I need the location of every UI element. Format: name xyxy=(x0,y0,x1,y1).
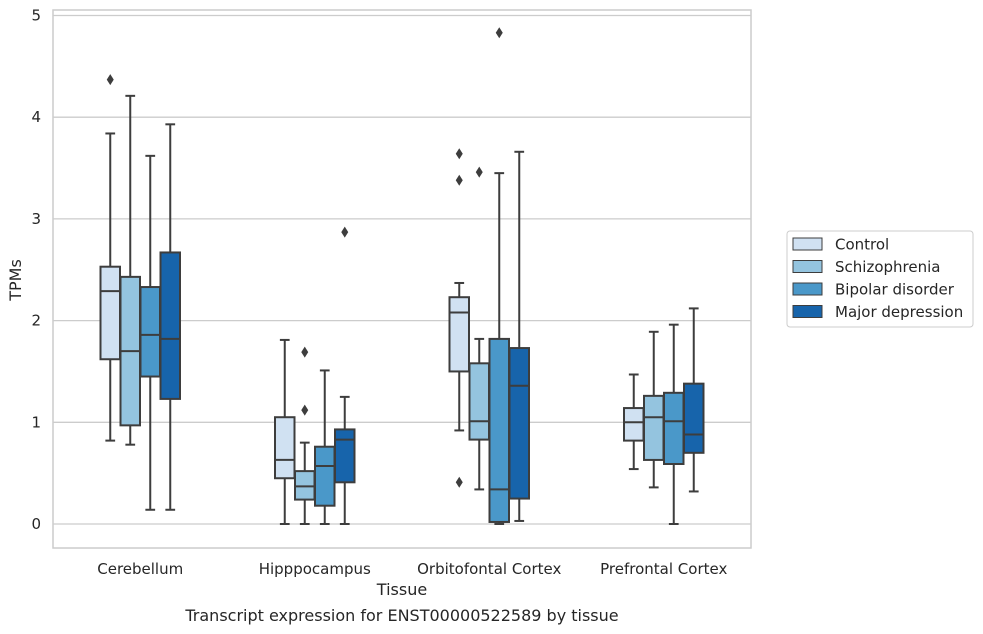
box-rect xyxy=(488,337,510,523)
box-rect xyxy=(159,251,181,400)
legend-label: Control xyxy=(835,236,889,254)
box-0-1 xyxy=(119,94,141,446)
box-1-2 xyxy=(314,369,336,525)
box-rect xyxy=(314,445,336,507)
legend-swatch xyxy=(792,237,823,251)
box-2-0 xyxy=(448,148,470,488)
box-0-0 xyxy=(99,74,121,442)
legend-swatch xyxy=(792,260,823,273)
box-rect xyxy=(99,265,121,361)
box-rect xyxy=(448,296,470,373)
outlier-point xyxy=(455,148,463,160)
x-tick-label: Prefrontal Cortex xyxy=(600,560,727,578)
box-2-3 xyxy=(508,150,530,522)
legend-label: Major depression xyxy=(835,303,963,321)
y-tick-label: 0 xyxy=(31,515,41,533)
legend-swatch xyxy=(792,305,823,318)
box-0-3 xyxy=(159,123,181,511)
outlier-point xyxy=(301,404,309,416)
y-tick-label: 3 xyxy=(31,210,41,228)
box-rect xyxy=(139,286,161,378)
box-3-2 xyxy=(663,323,685,525)
box-3-3 xyxy=(683,307,705,493)
y-axis-label: TPMs xyxy=(6,259,25,302)
outlier-point xyxy=(301,346,309,358)
y-tick-label: 5 xyxy=(31,7,41,25)
x-tick-labels: Cerebellum Hipppocampus Orbitofontal Corte… xyxy=(97,560,727,578)
x-tick-label: Cerebellum xyxy=(97,560,183,578)
box-rect xyxy=(623,407,645,442)
outlier-point xyxy=(475,166,483,178)
box-2-2 xyxy=(488,27,510,525)
x-axis-label: Tissue xyxy=(376,580,427,599)
box-rect xyxy=(683,382,705,454)
y-tick-labels: 0 1 2 3 4 5 xyxy=(31,7,41,534)
box-2-1 xyxy=(468,166,490,491)
legend-label: Bipolar disorder xyxy=(835,281,955,299)
box-rect xyxy=(274,416,296,480)
box-1-0 xyxy=(274,338,296,525)
box-rect xyxy=(508,347,530,500)
box-3-0 xyxy=(623,373,645,471)
y-tick-label: 2 xyxy=(31,312,41,330)
x-tick-label: Orbitofontal Cortex xyxy=(417,560,561,578)
legend-swatch xyxy=(792,282,823,296)
outlier-point xyxy=(455,476,463,488)
box-rect xyxy=(334,428,356,484)
y-tick-label: 4 xyxy=(31,108,41,126)
box-rect xyxy=(294,470,316,501)
x-tick-label: Hipppocampus xyxy=(259,560,371,578)
box-0-2 xyxy=(139,154,161,511)
outlier-point xyxy=(106,74,114,86)
y-tick-label: 1 xyxy=(31,413,41,431)
outlier-point xyxy=(455,174,463,186)
box-rect xyxy=(643,394,665,461)
legend-label: Schizophrenia xyxy=(835,258,940,276)
boxes xyxy=(99,27,705,525)
legend-frame xyxy=(786,230,974,328)
box-rect xyxy=(468,362,490,441)
legend: Control Schizophrenia Bipolar disorder Majo… xyxy=(786,230,974,328)
box-rect xyxy=(663,391,685,465)
outlier-point xyxy=(495,27,503,39)
box-3-1 xyxy=(643,330,665,489)
box-1-3 xyxy=(334,226,356,525)
plot-frame xyxy=(52,9,752,549)
outlier-point xyxy=(341,226,349,238)
chart-caption: Transcript expression for ENST0000052258… xyxy=(185,606,619,625)
box-1-1 xyxy=(294,346,316,525)
